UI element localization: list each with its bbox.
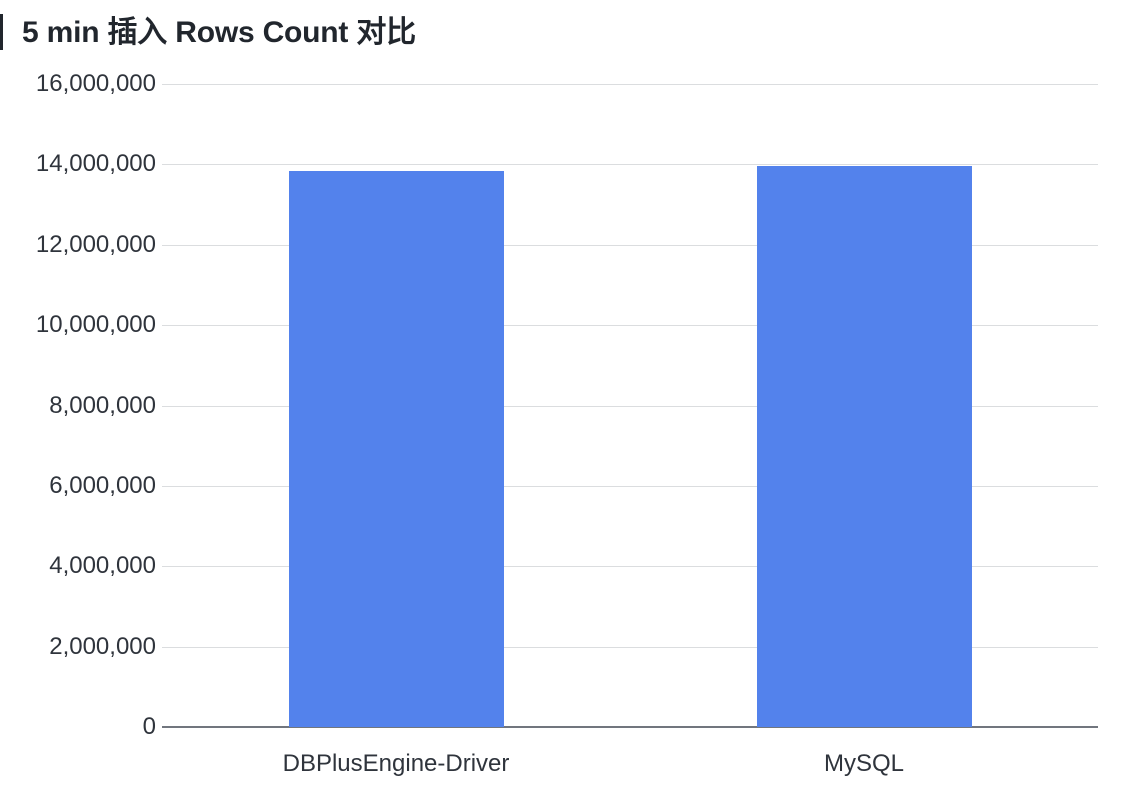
y-axis-tick-label: 14,000,000 [35,150,156,178]
gridline [162,485,1098,487]
gridline [162,646,1098,648]
x-axis-baseline [162,726,1098,728]
y-axis-tick-label: 12,000,000 [35,230,156,258]
gridline [162,405,1098,407]
gridline [162,164,1098,166]
chart-title: 5 min 插入 Rows Count 对比 [22,16,416,49]
y-axis-tick-label: 0 [142,713,156,740]
bar-dbplusengine-driver [289,171,504,727]
bar-mysql [757,166,972,727]
clipped-edge-artifact [0,14,3,50]
y-axis-tick-label: 4,000,000 [49,552,156,580]
gridline [162,325,1098,327]
y-axis-tick-label: 10,000,000 [35,311,156,339]
y-axis-tick-label: 8,000,000 [49,391,156,419]
gridline [162,84,1098,85]
gridline [162,566,1098,568]
y-axis-tick-label: 6,000,000 [49,471,156,499]
gridline [162,244,1098,246]
y-axis-tick-label: 2,000,000 [49,632,156,660]
x-axis-category-label: DBPlusEngine-Driver [282,750,510,777]
x-axis-category-label: MySQL [823,750,904,777]
y-axis-tick-label: 16,000,000 [35,70,156,97]
